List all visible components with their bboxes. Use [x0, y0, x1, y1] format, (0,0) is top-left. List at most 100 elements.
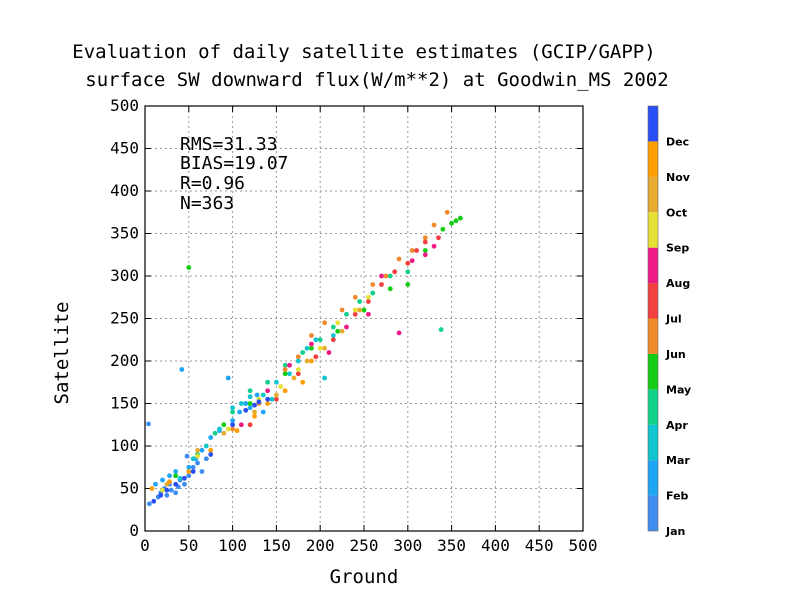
- data-point-dec: [164, 487, 170, 493]
- x-tick-label: 200: [306, 536, 335, 555]
- data-point-may: [173, 473, 179, 479]
- x-tick-label: 300: [393, 536, 422, 555]
- y-axis-title: Satellite: [51, 302, 73, 405]
- data-point-jan: [146, 421, 151, 427]
- data-point-apr: [282, 362, 288, 368]
- data-points: [146, 209, 463, 507]
- data-point-jan: [146, 501, 152, 507]
- data-point-jan: [173, 490, 179, 496]
- data-point-feb: [186, 464, 192, 470]
- stat-n: N=363: [180, 193, 234, 214]
- x-tick-label: 500: [569, 536, 598, 555]
- data-point-dec: [252, 402, 257, 408]
- data-point-aug: [396, 330, 402, 336]
- data-point-sep: [317, 345, 323, 351]
- data-point-jan: [195, 460, 200, 466]
- y-tick-label: 300: [110, 266, 139, 285]
- colorbar-legend: Jan Feb Mar Apr May Jun Jul Aug Sep Oct Nov Dec: [647, 105, 691, 538]
- data-point-apr: [438, 327, 444, 332]
- data-point-sep: [195, 453, 200, 459]
- colorbar-label-jun: Jun: [665, 348, 686, 361]
- data-point-sep: [335, 320, 341, 326]
- stat-bias: BIAS=19.07: [180, 153, 288, 174]
- data-point-nov: [300, 379, 306, 385]
- data-point-aug: [238, 422, 244, 428]
- colorbar-swatch-jan: [648, 495, 658, 531]
- data-point-may: [282, 371, 288, 377]
- colorbar-label-jan: Jan: [665, 525, 685, 538]
- colorbar-label-nov: Nov: [666, 171, 691, 184]
- data-point-jan: [168, 487, 174, 493]
- data-point-apr: [387, 273, 393, 279]
- data-point-feb: [208, 435, 214, 440]
- data-point-mar: [238, 401, 244, 406]
- data-point-aug: [409, 258, 415, 264]
- data-point-jun: [322, 320, 327, 326]
- colorbar-label-mar: Mar: [666, 454, 690, 467]
- data-point-mar: [274, 379, 279, 385]
- data-point-jul: [379, 282, 384, 287]
- data-point-mar: [313, 337, 319, 343]
- chart-title-line-2: surface SW downward flux(W/m**2) at Good…: [85, 69, 668, 91]
- data-point-jul: [414, 248, 419, 253]
- data-point-dec: [190, 469, 196, 474]
- colorbar-label-sep: Sep: [666, 242, 689, 255]
- colorbar-swatch-may: [648, 353, 658, 390]
- data-point-feb: [237, 409, 243, 415]
- data-point-dec: [256, 399, 262, 405]
- data-point-oct: [339, 328, 345, 334]
- data-point-may: [221, 422, 227, 428]
- data-point-may: [422, 248, 428, 253]
- colorbar-label-may: May: [666, 383, 691, 396]
- data-point-mar: [247, 394, 253, 400]
- data-point-apr: [357, 299, 363, 304]
- colorbar-swatch-apr: [648, 389, 658, 425]
- data-point-mar: [203, 443, 209, 449]
- data-point-aug: [431, 243, 437, 249]
- data-point-may: [440, 226, 446, 232]
- data-point-apr: [344, 311, 349, 317]
- data-point-jul: [392, 269, 398, 275]
- data-point-aug: [326, 350, 332, 355]
- data-point-nov: [208, 447, 214, 453]
- colorbar-swatch-oct: [648, 176, 658, 213]
- data-point-jul: [313, 354, 319, 360]
- data-point-jun: [409, 248, 415, 253]
- data-point-jul: [436, 235, 441, 241]
- data-point-nov: [149, 486, 155, 491]
- data-point-mar: [330, 333, 336, 338]
- data-point-mar: [177, 475, 183, 481]
- data-point-aug: [379, 273, 384, 279]
- y-tick-label: 150: [110, 394, 139, 413]
- data-point-aug: [265, 388, 271, 394]
- data-point-feb: [179, 367, 185, 372]
- data-point-jul: [295, 371, 301, 377]
- data-point-may: [361, 307, 367, 313]
- colorbar-label-jul: Jul: [665, 313, 682, 326]
- data-point-may: [309, 345, 314, 351]
- x-tick-label: 400: [481, 536, 510, 555]
- data-point-mar: [322, 375, 327, 381]
- data-point-jun: [370, 282, 376, 287]
- x-axis-title: Ground: [330, 566, 399, 588]
- data-point-may: [449, 220, 454, 226]
- colorbar-swatch-nov: [648, 141, 658, 177]
- data-point-may: [457, 215, 463, 221]
- data-point-feb: [247, 405, 253, 411]
- colorbar-label-feb: Feb: [666, 490, 689, 503]
- data-point-mar: [230, 405, 236, 411]
- data-point-mar: [269, 396, 275, 402]
- data-point-jun: [339, 307, 345, 313]
- data-point-sep: [352, 307, 358, 313]
- data-point-nov: [309, 358, 314, 364]
- colorbar-swatch-sep: [648, 212, 658, 248]
- data-point-jun: [352, 294, 358, 300]
- y-tick-label: 250: [110, 309, 139, 328]
- data-point-jul: [422, 239, 428, 245]
- data-point-mar: [295, 358, 301, 364]
- data-point-jun: [444, 209, 450, 215]
- data-point-jul: [405, 260, 411, 266]
- data-point-oct: [304, 358, 310, 364]
- data-point-jul: [247, 422, 253, 428]
